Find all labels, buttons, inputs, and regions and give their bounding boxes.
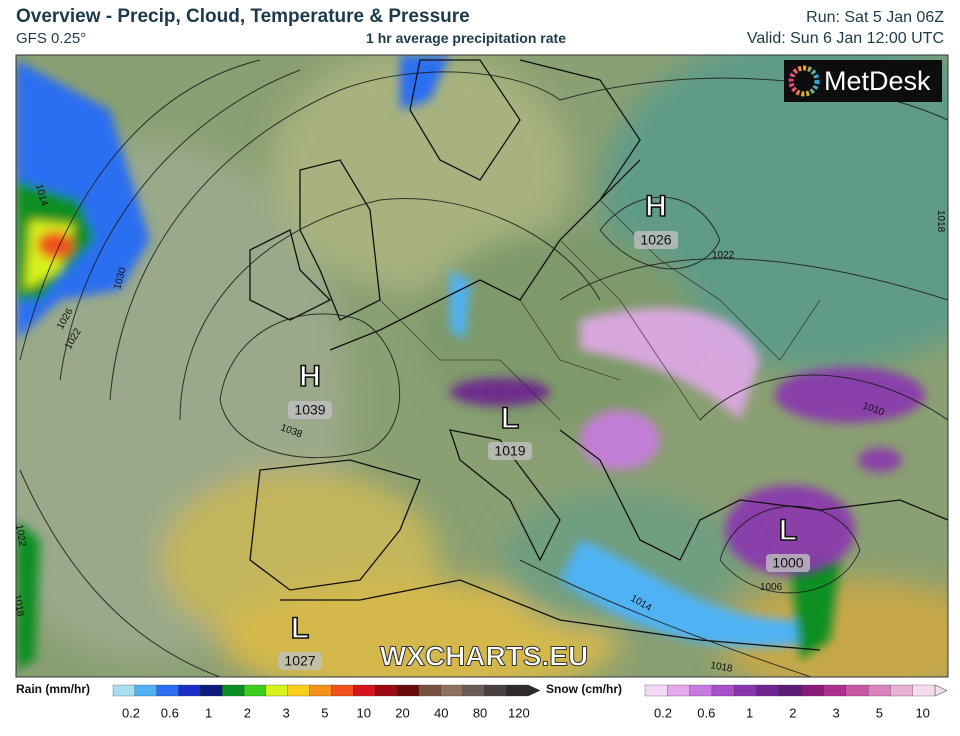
snow-swatch — [667, 684, 691, 697]
center-value: 1019 — [494, 443, 525, 459]
isobar-label: 1018 — [935, 210, 946, 233]
center-value: 1039 — [294, 402, 325, 418]
snow-swatch — [890, 684, 914, 697]
rain-swatch — [484, 684, 507, 697]
rain-swatch — [287, 684, 311, 697]
rain-tick-label: 20 — [395, 705, 409, 720]
logo: MetDesk — [824, 66, 931, 96]
isobar-label: 1006 — [760, 582, 783, 593]
watermark: WXCHARTS.EU — [380, 640, 588, 671]
rain-tick-label: 2 — [244, 705, 251, 720]
rain-swatch — [309, 684, 333, 697]
snow-swatch — [845, 684, 869, 697]
rain-tick-label: 0.6 — [161, 705, 179, 720]
rain-swatch — [374, 684, 398, 697]
rain-arrow — [527, 684, 541, 697]
isobar-label: 1022 — [13, 524, 28, 548]
center-letter: H — [299, 360, 321, 393]
rain-swatch — [418, 684, 442, 697]
rain-tick-label: 10 — [356, 705, 370, 720]
rain-swatch — [462, 684, 485, 697]
center-value: 1027 — [284, 653, 315, 669]
rain-swatch — [112, 684, 136, 697]
snow-swatch — [756, 684, 780, 697]
snow-swatch — [801, 684, 825, 697]
rain-swatch — [440, 684, 464, 697]
snow-tick-label: 5 — [876, 705, 883, 720]
rain-swatch — [243, 684, 267, 697]
rain-swatch — [353, 684, 376, 697]
rain-tick-label: 3 — [283, 705, 290, 720]
snow-swatch — [912, 684, 936, 697]
snow-tick-label: 3 — [833, 705, 840, 720]
rain-swatch — [200, 684, 223, 697]
model: GFS 0.25° — [16, 30, 86, 47]
title: Overview - Precip, Cloud, Temperature & … — [16, 6, 470, 27]
rain-swatch — [178, 684, 202, 697]
center-letter: L — [501, 402, 519, 435]
rain-tick-label: 80 — [473, 705, 487, 720]
subtitle: 1 hr average precipitation rate — [366, 30, 566, 46]
center-letter: L — [779, 514, 797, 547]
rain-tick-label: 120 — [508, 705, 530, 720]
map: 1014102610301022103810221018101010221018… — [11, 55, 948, 677]
snow-tick-label: 2 — [789, 705, 796, 720]
rain-tick-label: 5 — [321, 705, 328, 720]
snow-tick-label: 0.6 — [697, 705, 715, 720]
snow-tick-label: 0.2 — [654, 705, 672, 720]
center-value: 1000 — [772, 555, 803, 571]
rain-swatch — [331, 684, 354, 697]
rain-tick-label: 1 — [205, 705, 212, 720]
isobar-label: 1018 — [709, 660, 733, 675]
snow-swatch — [778, 684, 802, 697]
rain-swatch — [396, 684, 420, 697]
isobars — [19, 59, 948, 677]
rain-tick-label: 40 — [434, 705, 448, 720]
snow-swatch — [734, 684, 758, 697]
snow-arrow — [934, 684, 948, 697]
isobar-label: 1022 — [712, 250, 735, 261]
snow-swatch — [711, 684, 735, 697]
isobar-label: 1018 — [11, 594, 26, 618]
rain-swatch — [134, 684, 158, 697]
snow-swatch — [689, 684, 713, 697]
rain-swatch — [156, 684, 180, 697]
valid-time: Valid: Sun 6 Jan 12:00 UTC — [747, 30, 944, 47]
snow-swatch — [867, 684, 892, 697]
snow-swatch — [644, 684, 668, 697]
snow-legend-title: Snow (cm/hr) — [546, 682, 622, 696]
run-time: Run: Sat 5 Jan 06Z — [806, 9, 944, 26]
snow-tick-label: 1 — [746, 705, 753, 720]
legend: Rain (mm/hr) Snow (cm/hr) 0.2 0.6 1 2 3 5 10 20… — [16, 682, 948, 720]
rain-swatch — [265, 684, 289, 697]
rain-swatch — [506, 684, 529, 697]
snow-tick-label: 10 — [915, 705, 929, 720]
center-value: 1026 — [640, 232, 671, 248]
center-letter: L — [291, 612, 309, 645]
center-letter: H — [645, 190, 667, 223]
rain-swatch — [222, 684, 245, 697]
rain-tick-label: 0.2 — [122, 705, 140, 720]
snow-swatch — [823, 684, 847, 697]
rain-legend-title: Rain (mm/hr) — [16, 682, 90, 696]
